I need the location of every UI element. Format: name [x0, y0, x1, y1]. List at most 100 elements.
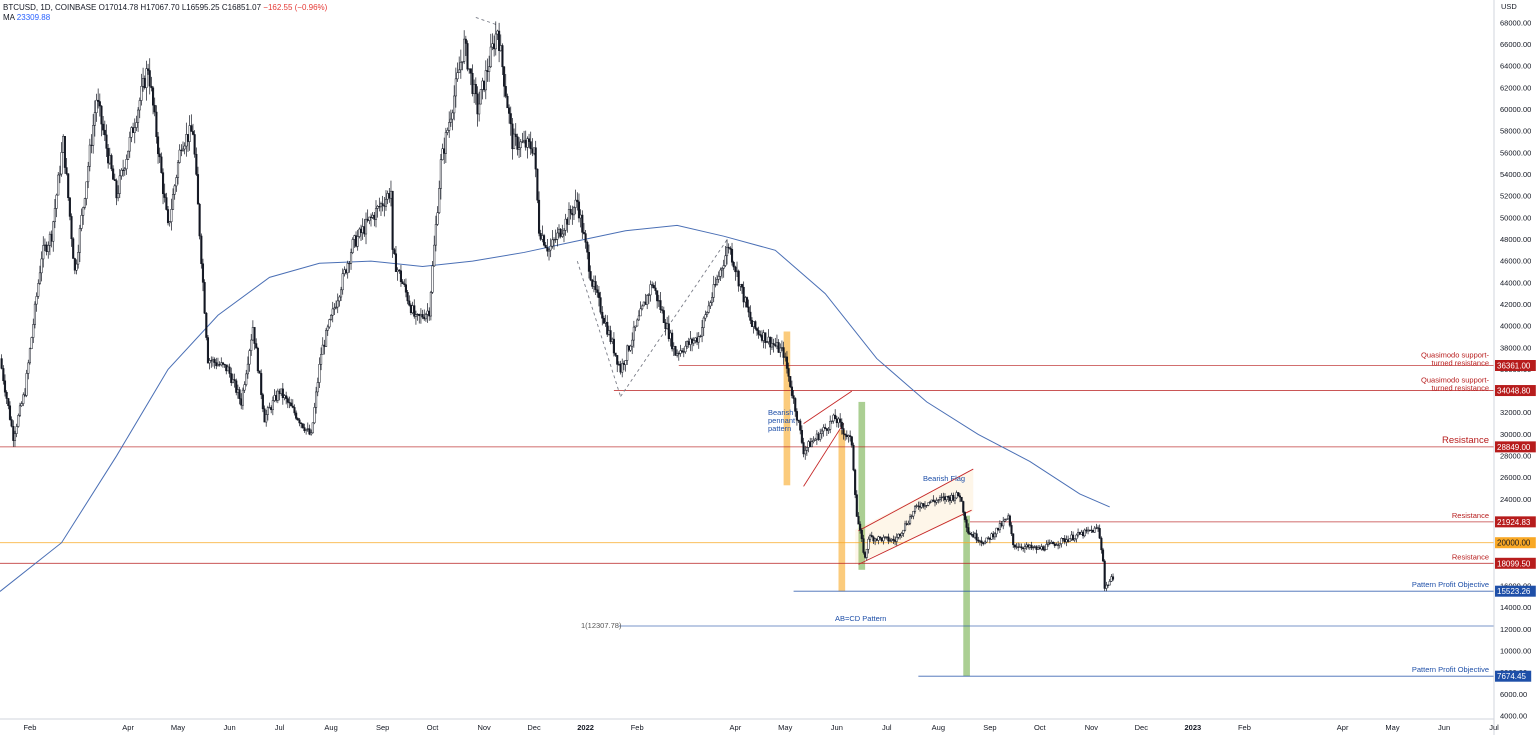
flag-lower-line — [858, 509, 972, 565]
candle-body-2022-01-10 — [599, 297, 602, 313]
candle-body-2021-08-03 — [333, 307, 336, 310]
candle-body-2021-02-22 — [63, 136, 66, 168]
candle-body-2021-08-26 — [371, 214, 374, 218]
candle-body-2022-04-09 — [747, 306, 750, 313]
candle-body-2021-06-09 — [241, 389, 244, 406]
time-axis[interactable]: Feb Apr May Jun Jul Aug Sep Oct Nov Dec 2022 Feb Apr… — [0, 718, 1499, 732]
candle-body-2021-11-17 — [509, 113, 512, 125]
candle-body-2022-08-02 — [938, 497, 942, 501]
candle-body-2022-08-19 — [967, 527, 970, 534]
candle-body-2021-11-14 — [504, 86, 507, 97]
candle-body-2022-03-10 — [697, 336, 700, 343]
candle-body-2021-11-06 — [491, 43, 494, 48]
candle-body-2021-05-26 — [218, 364, 221, 366]
candle-body-2022-03-21 — [716, 279, 719, 285]
candle-body-2022-10-19 — [1068, 538, 1071, 542]
candle-body-2022-05-13 — [804, 450, 807, 455]
candle-body-2022-04-23 — [770, 343, 774, 348]
candle-body-2021-02-08 — [40, 258, 43, 274]
candle-body-2021-03-17 — [102, 123, 105, 131]
candle-body-2021-11-02 — [484, 70, 487, 91]
candle-body-2022-06-29 — [882, 537, 885, 542]
candle-body-2021-11-10 — [498, 30, 501, 51]
candle-body-2022-11-04 — [1095, 527, 1098, 529]
candle-body-2021-12-09 — [546, 247, 549, 252]
ma-row: MA 23309.88 — [3, 13, 327, 23]
candle-body-2022-08-24 — [975, 533, 978, 541]
candle-body-2022-10-23 — [1075, 534, 1078, 540]
candle-body-2021-12-30 — [581, 214, 584, 233]
pennant-note-1: pennant — [768, 416, 796, 425]
candle-body-2022-01-27 — [627, 345, 630, 351]
candle-body-2021-07-16 — [303, 427, 306, 432]
candle-body-2022-08-26 — [978, 540, 981, 542]
candle-body-2022-07-22 — [920, 503, 923, 508]
candle-body-2021-10-13 — [451, 112, 454, 120]
candle-body-2021-07-31 — [328, 319, 331, 328]
candle-body-2021-06-15 — [251, 327, 254, 341]
candle-body-2022-07-14 — [907, 522, 910, 525]
candle-body-2022-01-15 — [607, 330, 610, 335]
candle-body-2022-06-24 — [874, 538, 877, 542]
candle-body-2021-08-13 — [349, 252, 353, 264]
candle-body-2022-01-16 — [609, 330, 612, 342]
candle-body-2022-04-25 — [774, 344, 777, 347]
candle-body-2021-09-03 — [384, 198, 388, 207]
candle-body-2022-02-22 — [671, 332, 674, 350]
candle-body-2021-07-30 — [326, 326, 329, 331]
chart-legend: BTCUSD, 1D, COINBASE O17014.78 H17067.70… — [3, 3, 327, 23]
candle-body-2022-05-30 — [832, 414, 835, 422]
time-tick-2023-02-01: Feb — [1238, 723, 1251, 732]
candle-body-2021-07-12 — [296, 418, 299, 421]
abcd-leg-bc — [620, 237, 730, 397]
level-label-0: 36361.00 — [1497, 362, 1531, 371]
candle-body-2021-01-31 — [27, 362, 30, 374]
candle-body-2021-03-20 — [107, 148, 110, 164]
candle-body-2021-01-18 — [5, 391, 8, 399]
candle-body-2021-11-21 — [516, 136, 519, 150]
time-tick-2023-05-01: May — [1385, 723, 1399, 732]
candle-body-2021-11-16 — [508, 107, 511, 114]
candle-body-2021-12-03 — [536, 168, 539, 201]
candle-body-2021-04-07 — [137, 109, 140, 123]
candle-body-2022-05-03 — [787, 368, 790, 377]
candle-body-2021-09-07 — [391, 190, 394, 250]
candle-body-2022-05-09 — [797, 419, 800, 422]
candle-body-2022-06-10 — [850, 436, 853, 446]
candle-body-2021-11-07 — [493, 43, 496, 50]
candle-body-2021-04-04 — [132, 127, 135, 133]
candle-body-2022-09-25 — [1028, 544, 1031, 548]
candle-body-2022-03-23 — [719, 269, 722, 277]
candle-body-2021-03-15 — [98, 101, 101, 107]
candle-body-2021-03-06 — [83, 198, 86, 208]
candle-body-2021-10-27 — [474, 84, 477, 95]
candle-body-2022-02-19 — [666, 323, 669, 329]
candle-body-2021-06-18 — [256, 347, 259, 372]
candle-body-2022-06-21 — [869, 535, 872, 540]
candle-body-2021-10-30 — [479, 89, 482, 105]
candle-body-2021-08-12 — [348, 263, 351, 265]
candle-body-2022-01-14 — [606, 321, 609, 335]
candle-body-2022-08-22 — [972, 534, 975, 538]
candle-body-2021-05-04 — [181, 148, 185, 151]
candle-body-2022-04-27 — [777, 342, 780, 353]
level-note-6-0: Pattern Profit Objective — [1412, 580, 1489, 589]
candle-body-2022-09-28 — [1033, 546, 1036, 548]
candle-body-2021-11-25 — [523, 139, 526, 142]
candle-body-2021-08-19 — [359, 228, 363, 233]
candle-body-2022-09-04 — [993, 533, 996, 538]
candle-body-2021-12-13 — [552, 239, 556, 241]
candle-body-2022-03-12 — [701, 327, 704, 337]
candle-body-2022-08-14 — [958, 495, 962, 498]
candle-body-2021-03-16 — [100, 105, 103, 125]
candle-body-2022-08-09 — [950, 494, 953, 501]
candle-body-2021-11-13 — [503, 66, 506, 87]
time-tick-2023-01-01: 2023 — [1185, 723, 1202, 732]
candle-body-2021-01-20 — [8, 405, 12, 420]
candle-body-2022-09-26 — [1030, 544, 1033, 549]
candle-body-2022-10-09 — [1052, 541, 1055, 545]
candle-body-2022-10-16 — [1063, 538, 1066, 543]
candle-body-2022-08-18 — [965, 519, 968, 528]
moving-average — [0, 224, 1110, 592]
